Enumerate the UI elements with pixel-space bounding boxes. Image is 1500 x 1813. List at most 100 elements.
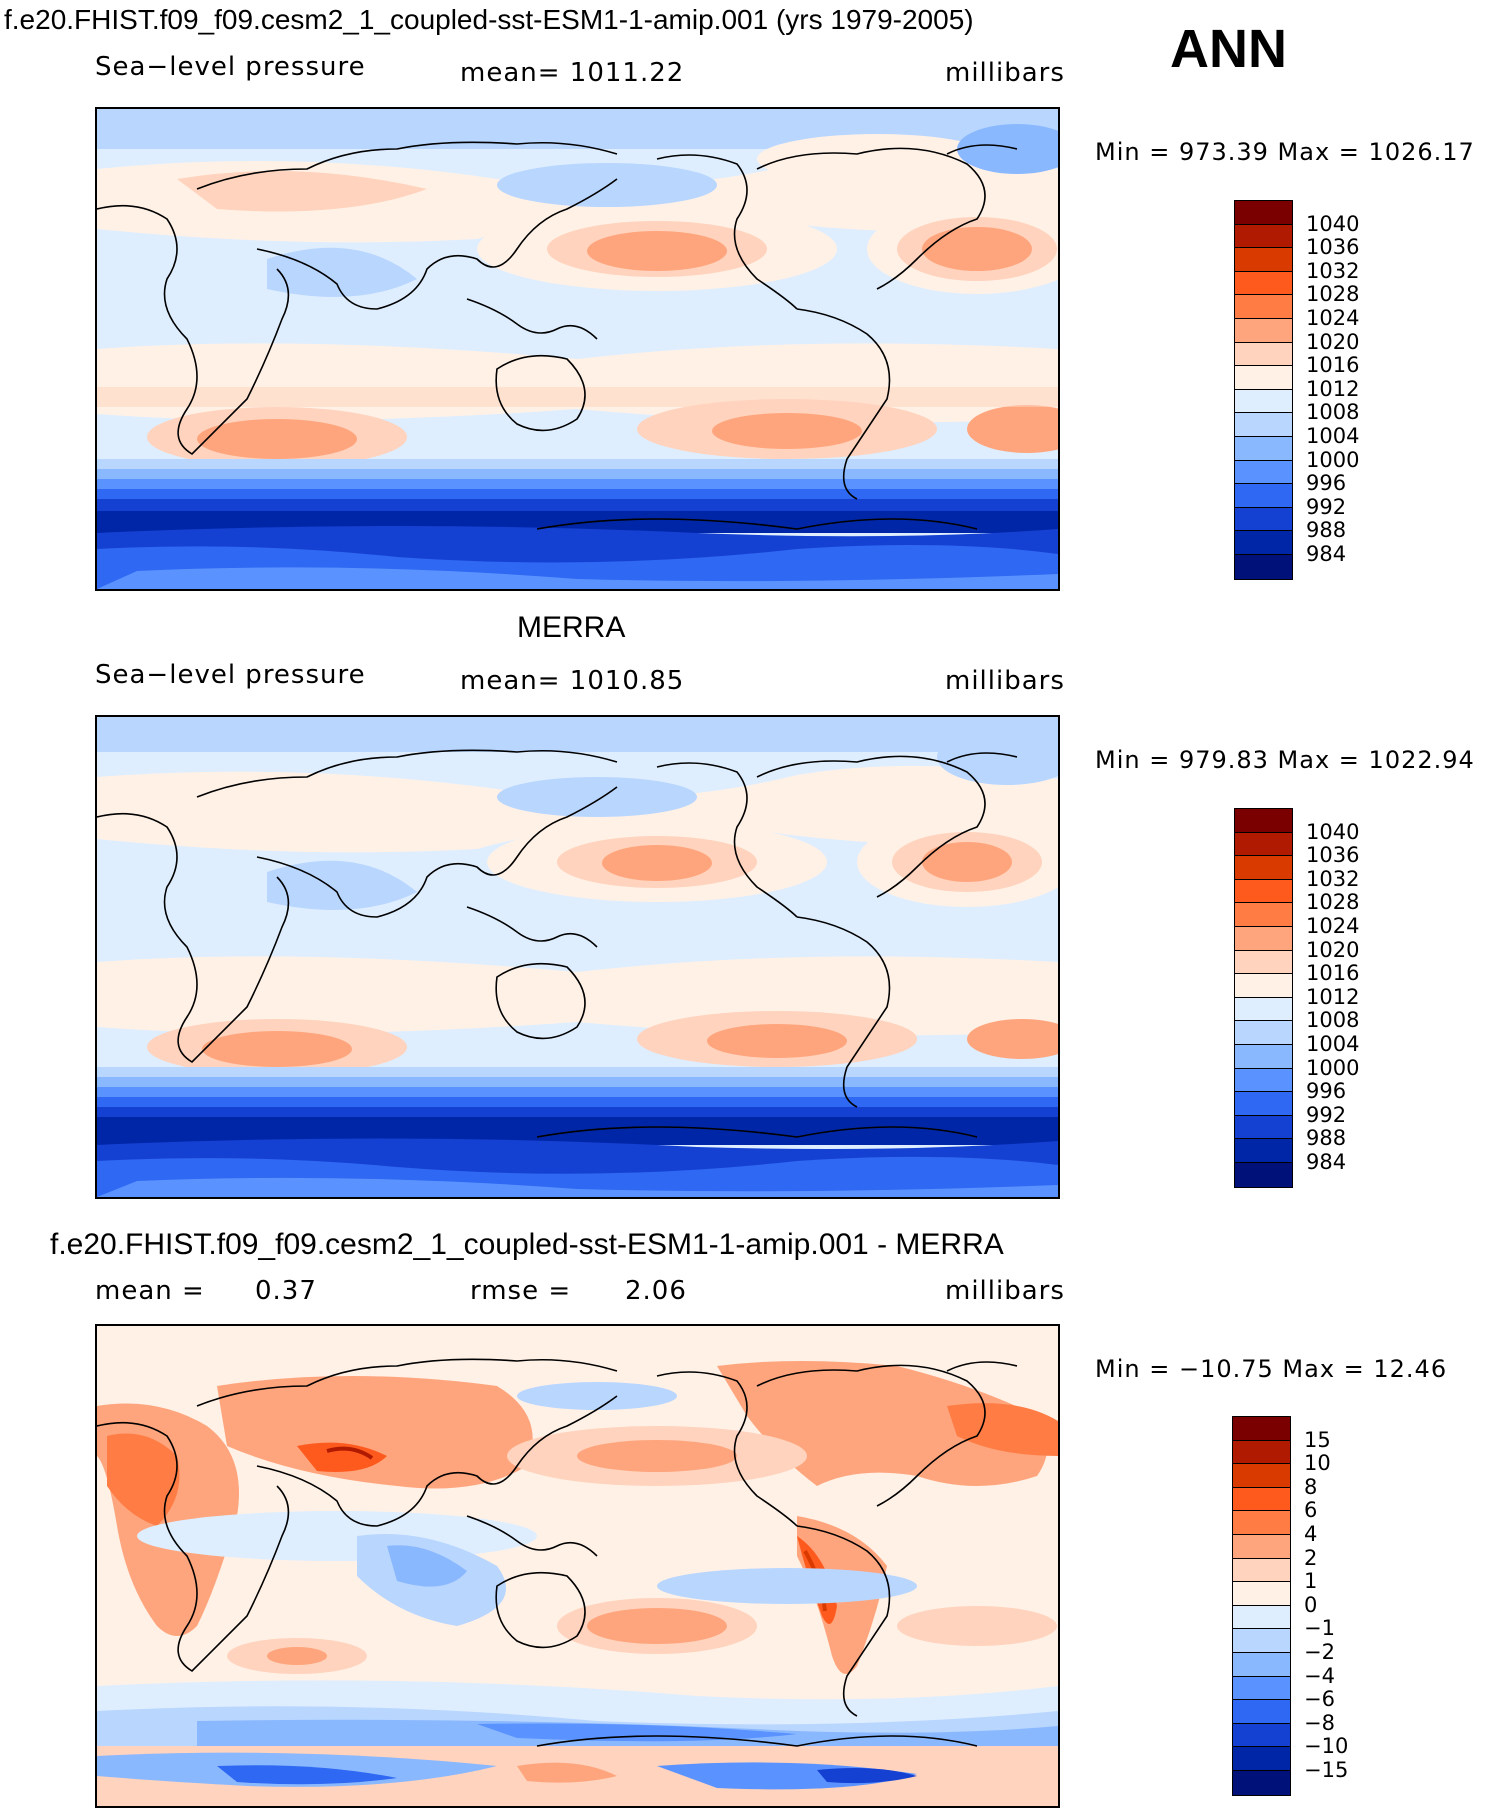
colorbar-label: 1028: [1306, 282, 1360, 307]
colorbar-swatch: [1235, 1115, 1292, 1140]
colorbar-swatch: [1235, 1044, 1292, 1069]
panel-obs-variable: Sea−level pressure: [95, 660, 366, 690]
panel-diff-minmax: Min = −10.75 Max = 12.46: [1095, 1355, 1448, 1383]
panel-obs-colorbar: [1234, 808, 1293, 1188]
colorbar-label: 1032: [1306, 866, 1360, 891]
panel-model-variable: Sea−level pressure: [95, 52, 366, 82]
colorbar-label: −10: [1304, 1734, 1349, 1759]
colorbar-label: 1008: [1306, 400, 1360, 425]
colorbar-label: 988: [1306, 518, 1347, 543]
colorbar-swatch: [1235, 1068, 1292, 1093]
colorbar-label: 1024: [1306, 306, 1360, 330]
colorbar-label: 996: [1306, 471, 1347, 496]
colorbar-label: 1032: [1306, 258, 1360, 283]
colorbar-swatch: [1233, 1676, 1290, 1701]
panel-obs-map: [95, 715, 1060, 1199]
colorbar-label: 1020: [1306, 937, 1360, 962]
colorbar-swatch: [1235, 436, 1292, 461]
colorbar-label: 992: [1306, 494, 1347, 519]
colorbar-label: 1004: [1306, 424, 1360, 448]
colorbar-swatch: [1233, 1652, 1290, 1677]
colorbar-label: 1016: [1306, 961, 1360, 986]
colorbar-label: −1: [1304, 1616, 1335, 1641]
colorbar-swatch: [1235, 903, 1292, 927]
season-label: ANN: [1170, 19, 1287, 79]
colorbar-swatch: [1233, 1605, 1290, 1630]
colorbar-swatch: [1233, 1723, 1290, 1748]
colorbar-swatch: [1235, 974, 1292, 998]
colorbar-label: 6: [1304, 1498, 1318, 1523]
colorbar-swatch: [1235, 879, 1292, 904]
colorbar-swatch: [1235, 248, 1292, 272]
colorbar-label: 1: [1304, 1569, 1318, 1594]
colorbar-swatch: [1235, 554, 1292, 579]
colorbar-label: 1000: [1306, 1055, 1360, 1080]
colorbar-label: 1020: [1306, 329, 1360, 354]
colorbar-label: 1040: [1306, 211, 1360, 236]
colorbar-swatch: [1235, 997, 1292, 1022]
colorbar-swatch: [1235, 1162, 1292, 1187]
colorbar-label: 1024: [1306, 914, 1360, 938]
colorbar-label: 984: [1306, 542, 1347, 566]
colorbar-label: 984: [1306, 1150, 1347, 1174]
panel-model-minmax: Min = 973.39 Max = 1026.17: [1095, 138, 1475, 166]
colorbar-swatch: [1235, 950, 1292, 975]
colorbar-swatch: [1233, 1700, 1290, 1724]
colorbar-label: 1008: [1306, 1008, 1360, 1033]
colorbar-label: 996: [1306, 1079, 1347, 1104]
panel-diff-mean-value: 0.37: [255, 1276, 317, 1306]
colorbar-swatch: [1233, 1487, 1290, 1512]
colorbar-swatch: [1233, 1534, 1290, 1559]
colorbar-swatch: [1235, 809, 1292, 833]
colorbar-label: 1028: [1306, 890, 1360, 915]
panel-obs-title: MERRA: [517, 611, 626, 644]
panel-obs-mean: mean= 1010.85: [460, 666, 685, 696]
panel-diff-rmse-value: 2.06: [625, 1276, 687, 1306]
panel-diff-title: f.e20.FHIST.f09_f09.cesm2_1_coupled-sst-…: [50, 1228, 1004, 1261]
colorbar-swatch: [1235, 366, 1292, 390]
colorbar-label: −2: [1304, 1640, 1335, 1664]
colorbar-label: 8: [1304, 1474, 1318, 1499]
colorbar-swatch: [1233, 1464, 1290, 1488]
colorbar-swatch: [1233, 1558, 1290, 1583]
colorbar-label: 10: [1304, 1451, 1331, 1476]
colorbar-swatch: [1235, 271, 1292, 296]
colorbar-swatch: [1233, 1770, 1290, 1795]
colorbar-label: −6: [1304, 1687, 1335, 1712]
panel-obs-minmax: Min = 979.83 Max = 1022.94: [1095, 746, 1475, 774]
slp-map-obs: [97, 717, 1058, 1197]
colorbar-label: 1004: [1306, 1032, 1360, 1056]
colorbar-swatch: [1235, 484, 1292, 508]
colorbar-label: −4: [1304, 1663, 1335, 1688]
slp-map-model: [97, 109, 1058, 589]
colorbar-label: 1012: [1306, 376, 1360, 401]
colorbar-label: 0: [1304, 1592, 1318, 1617]
colorbar-swatch: [1235, 832, 1292, 857]
colorbar-swatch: [1235, 318, 1292, 343]
colorbar-label: −8: [1304, 1710, 1335, 1735]
colorbar-swatch: [1235, 342, 1292, 367]
colorbar-swatch: [1235, 1021, 1292, 1045]
colorbar-swatch: [1233, 1747, 1290, 1771]
colorbar-label: 992: [1306, 1102, 1347, 1127]
colorbar-swatch: [1233, 1440, 1290, 1465]
colorbar-swatch: [1235, 1092, 1292, 1116]
colorbar-swatch: [1235, 926, 1292, 951]
colorbar-swatch: [1233, 1582, 1290, 1606]
colorbar-swatch: [1235, 201, 1292, 225]
colorbar-swatch: [1235, 856, 1292, 880]
colorbar-swatch: [1233, 1511, 1290, 1535]
panel-diff-colorbar: [1232, 1416, 1291, 1796]
colorbar-swatch: [1235, 224, 1292, 249]
colorbar-swatch: [1235, 507, 1292, 532]
colorbar-swatch: [1233, 1417, 1290, 1441]
colorbar-swatch: [1235, 460, 1292, 485]
panel-model-units: millibars: [945, 58, 1065, 88]
colorbar-label: 1036: [1306, 843, 1360, 868]
colorbar-swatch: [1235, 413, 1292, 437]
panel-obs-units: millibars: [945, 666, 1065, 696]
colorbar-swatch: [1235, 295, 1292, 319]
colorbar-label: 4: [1304, 1522, 1318, 1546]
panel-model-colorbar: [1234, 200, 1293, 580]
colorbar-label: 988: [1306, 1126, 1347, 1151]
